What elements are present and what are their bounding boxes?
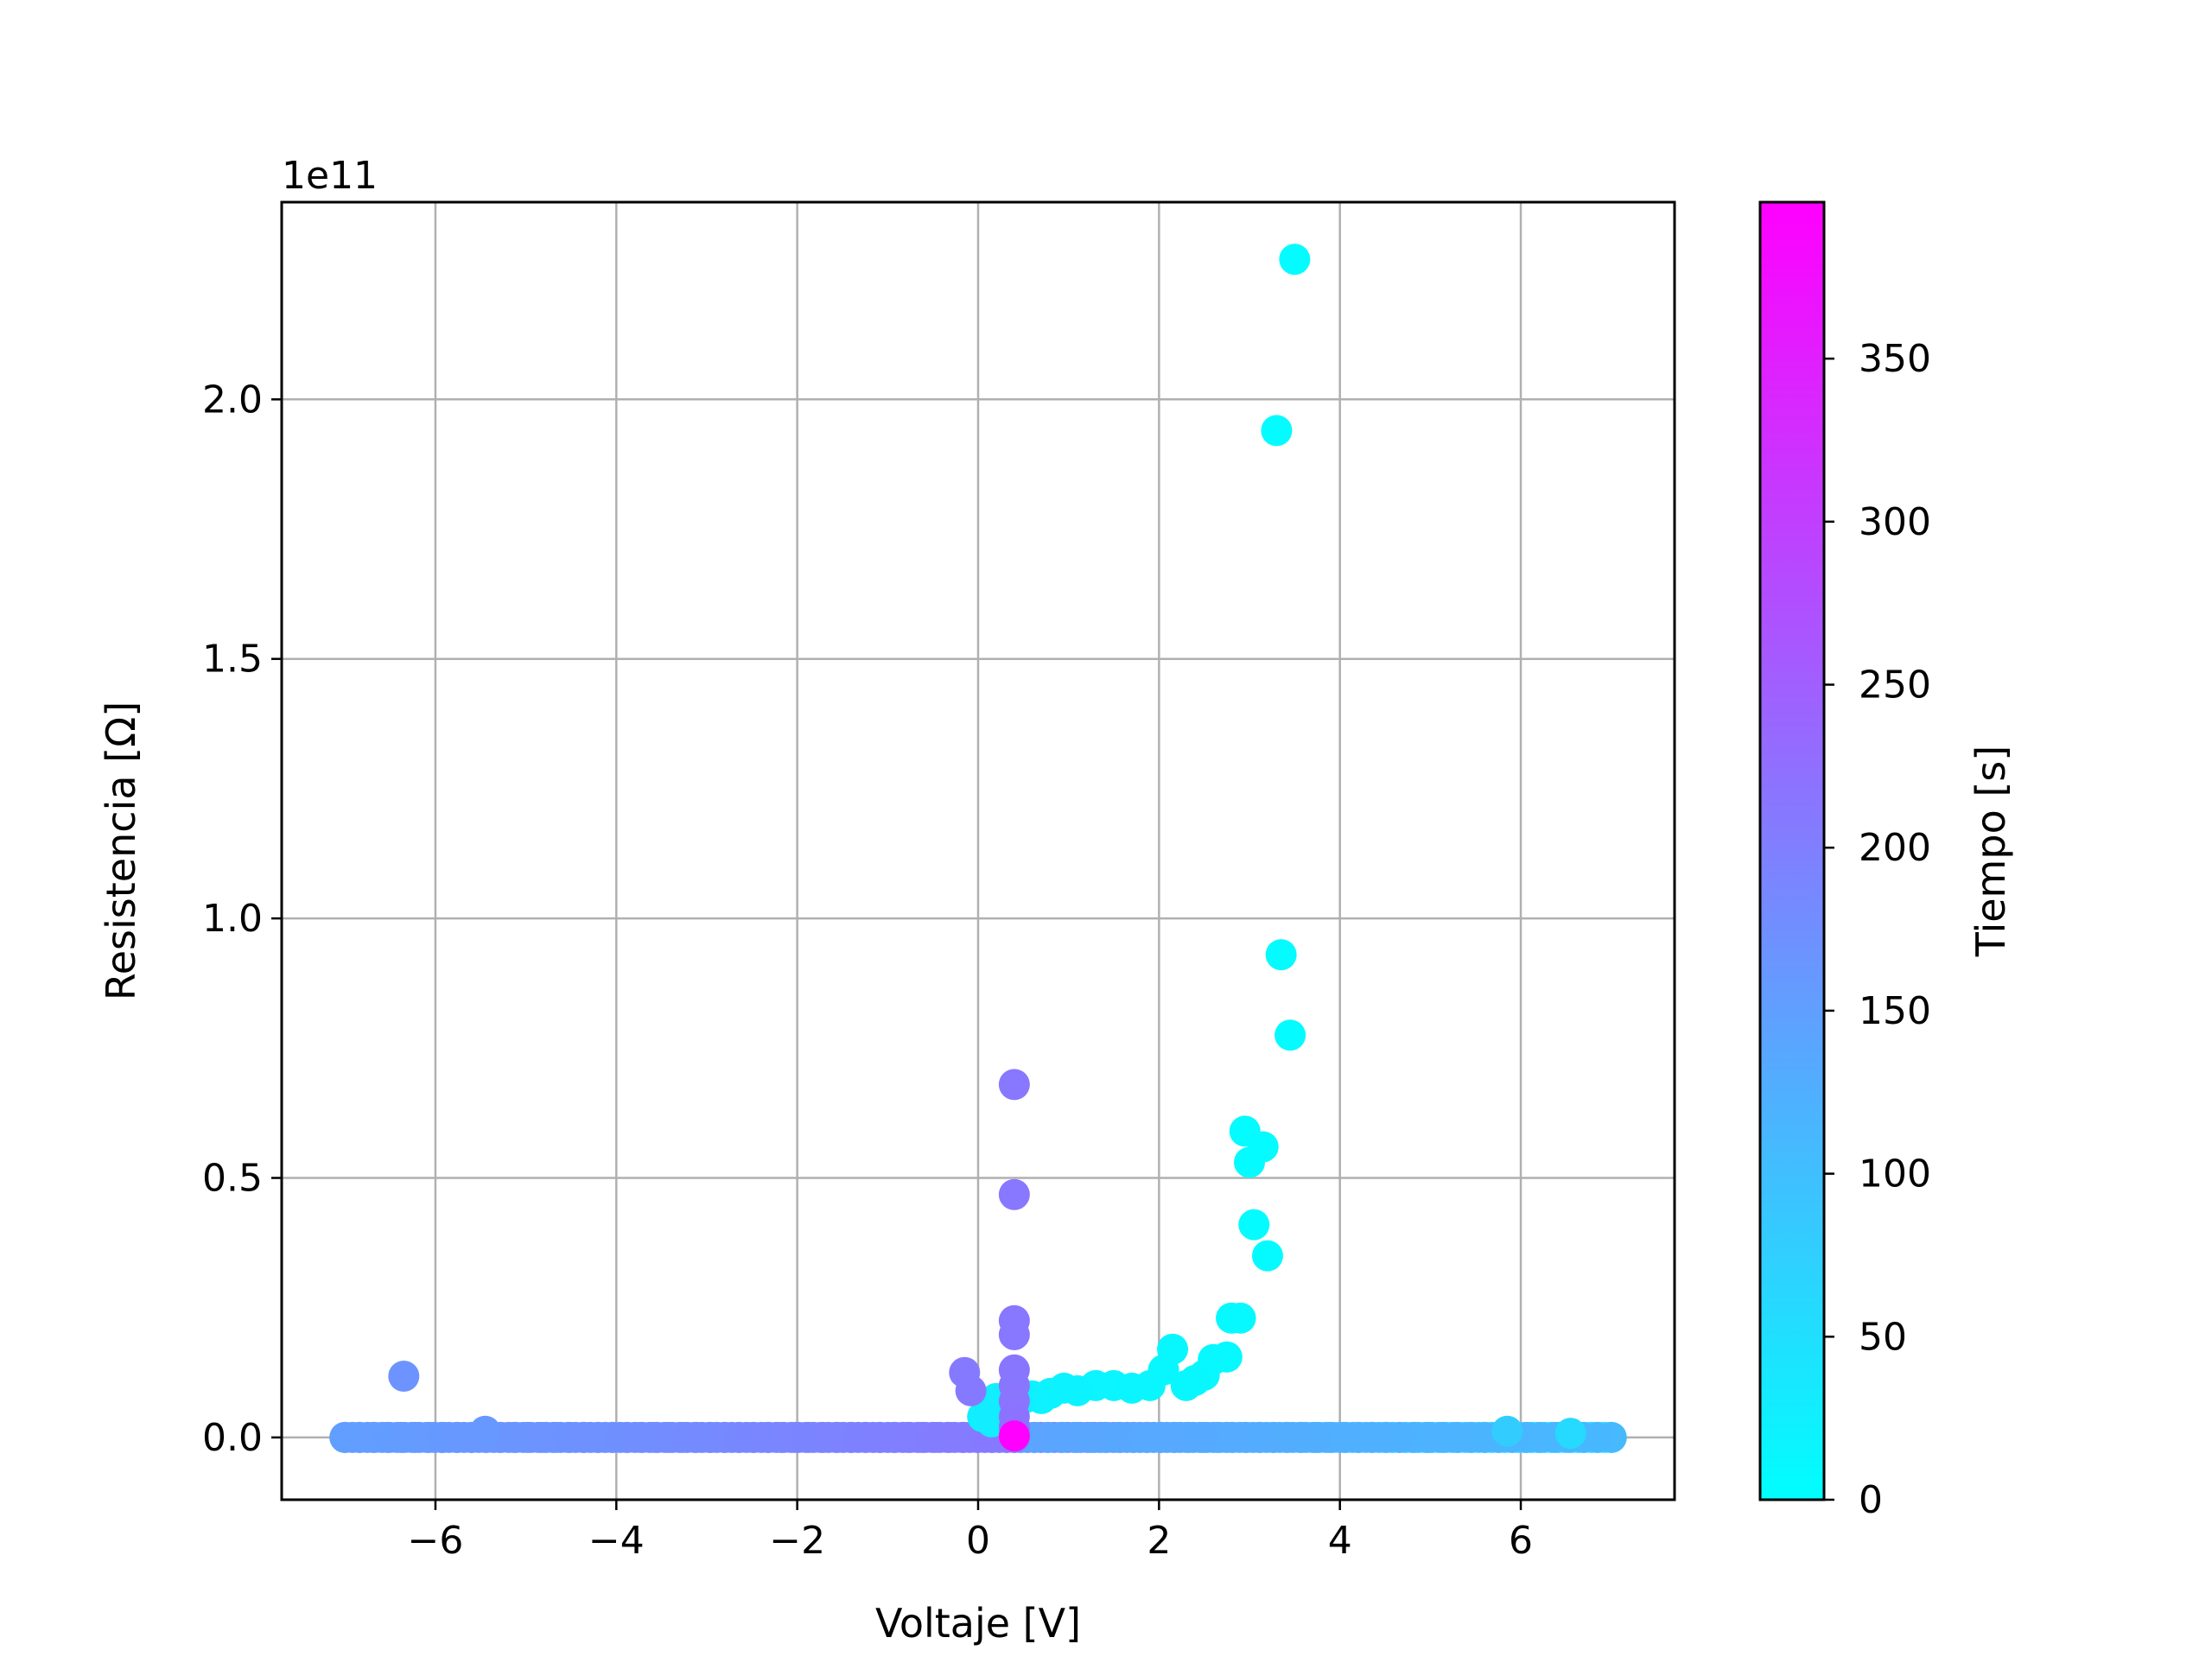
data-point <box>1224 1302 1256 1334</box>
data-point <box>1251 1240 1283 1272</box>
data-point <box>1265 939 1297 971</box>
colorbar-ticks: 0 50 100 150 200 250 300 350 <box>1824 337 1931 1522</box>
colorbar-tick-label: 250 <box>1859 663 1931 708</box>
x-tick-label: −6 <box>408 1519 464 1563</box>
data-point <box>1554 1418 1586 1450</box>
data-point <box>955 1374 987 1406</box>
y-tick-label: 0.5 <box>202 1157 263 1201</box>
colorbar-tick-label: 0 <box>1859 1478 1883 1522</box>
data-point <box>998 1420 1030 1452</box>
data-point <box>998 1069 1030 1101</box>
data-point <box>1261 415 1293 447</box>
y-axis-ticks: 0.0 0.5 1.0 1.5 2.0 <box>202 378 282 1460</box>
data-point <box>1170 1369 1202 1401</box>
x-tick-label: −4 <box>588 1519 645 1563</box>
data-point <box>388 1361 420 1393</box>
colorbar-tick-label: 200 <box>1859 826 1931 870</box>
x-tick-label: 6 <box>1509 1519 1533 1563</box>
y-tick-label: 2.0 <box>202 378 263 422</box>
x-axis-label: Voltaje [V] <box>875 1600 1081 1647</box>
grid <box>282 202 1675 1500</box>
data-point <box>1274 1019 1306 1051</box>
x-tick-label: 4 <box>1328 1519 1352 1563</box>
x-tick-label: 0 <box>966 1519 990 1563</box>
x-tick-label: −2 <box>769 1519 825 1563</box>
y-axis-label: Resistencia [Ω] <box>98 701 144 1000</box>
colorbar-tick-label: 350 <box>1859 337 1931 381</box>
data-point <box>1491 1415 1523 1447</box>
data-points <box>329 244 1627 1453</box>
y-offset-text: 1e11 <box>282 154 378 198</box>
colorbar-tick-label: 100 <box>1859 1152 1931 1196</box>
x-axis-ticks: −6 −4 −2 0 2 4 6 <box>408 1500 1533 1563</box>
y-tick-label: 0.0 <box>202 1416 263 1460</box>
data-point <box>1234 1146 1266 1178</box>
y-tick-label: 1.0 <box>202 897 263 941</box>
data-point <box>1238 1209 1270 1241</box>
colorbar-tick-label: 150 <box>1859 989 1931 1033</box>
data-point <box>998 1318 1030 1350</box>
colorbar <box>1758 200 1826 1501</box>
colorbar-tick-label: 300 <box>1859 500 1931 544</box>
data-point <box>469 1415 501 1447</box>
y-tick-label: 1.5 <box>202 638 263 682</box>
data-point <box>1279 244 1311 276</box>
colorbar-tick-label: 50 <box>1859 1315 1907 1359</box>
x-tick-label: 2 <box>1147 1519 1171 1563</box>
data-point <box>998 1178 1030 1210</box>
colorbar-label: Tiempo [s] <box>1967 746 2014 957</box>
